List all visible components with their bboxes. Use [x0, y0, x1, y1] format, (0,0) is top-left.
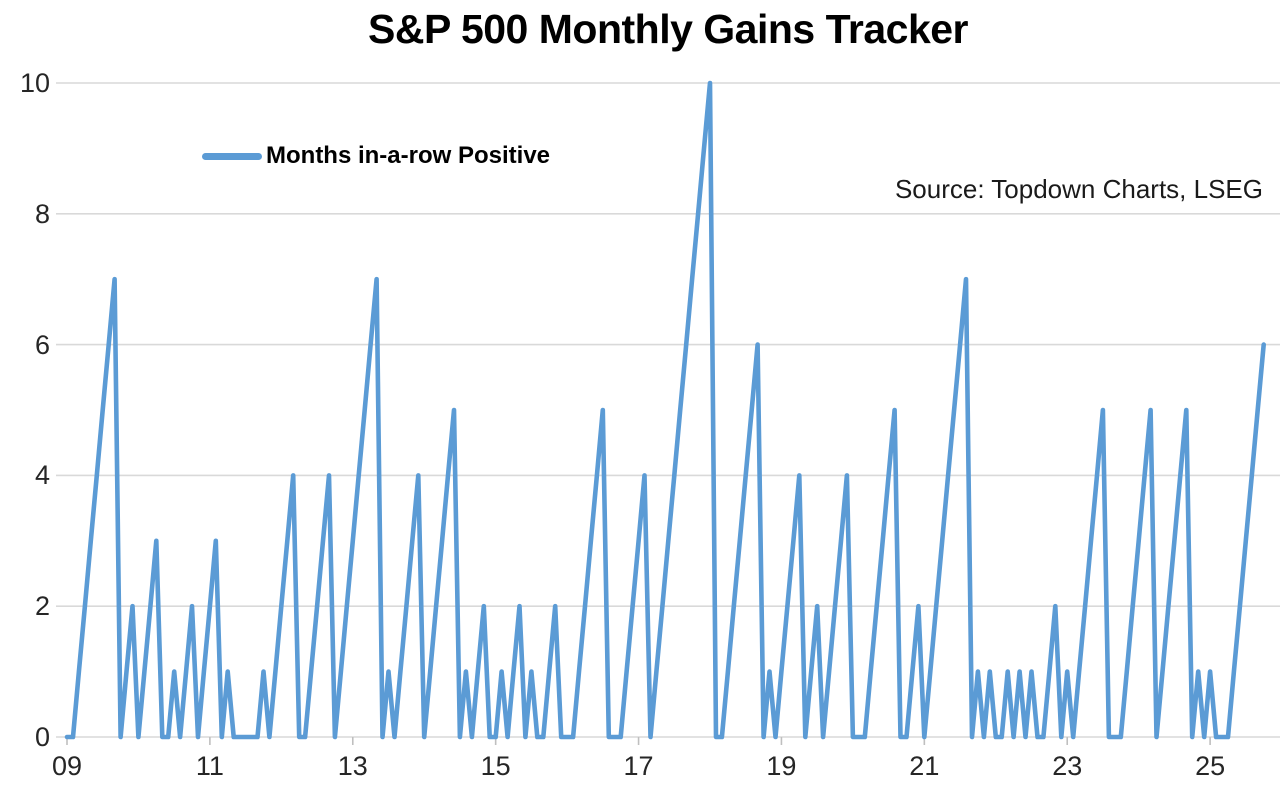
y-tick-label-8: 8 [34, 198, 50, 229]
y-tick-label-10: 10 [19, 68, 50, 98]
source-note: Source: Topdown Charts, LSEG [894, 174, 1263, 204]
x-tick-label-09: 09 [51, 751, 83, 781]
legend-line-swatch [202, 152, 262, 160]
y-tick-label-6: 6 [34, 329, 50, 360]
y-tick-label-0: 0 [34, 722, 50, 752]
legend: Months in-a-row Positive [202, 142, 550, 170]
x-tick-label-15: 15 [480, 751, 511, 781]
x-tick-label-23: 23 [1052, 751, 1083, 781]
series-line-months-in-a-row-positive [64, 80, 1266, 740]
legend-label: Months in-a-row Positive [266, 142, 551, 169]
x-tick-label-25: 25 [1195, 751, 1226, 781]
x-tick-label-17: 17 [623, 751, 654, 781]
y-tick-label-2: 2 [34, 591, 50, 622]
chart-title: S&P 500 Monthly Gains Tracker [368, 6, 969, 52]
x-tick-label-13: 13 [337, 751, 368, 781]
x-tick-label-11: 11 [195, 751, 224, 781]
y-tick-label-4: 4 [34, 460, 50, 491]
x-tick-label-21: 21 [909, 751, 940, 781]
x-tick-label-19: 19 [766, 751, 797, 781]
